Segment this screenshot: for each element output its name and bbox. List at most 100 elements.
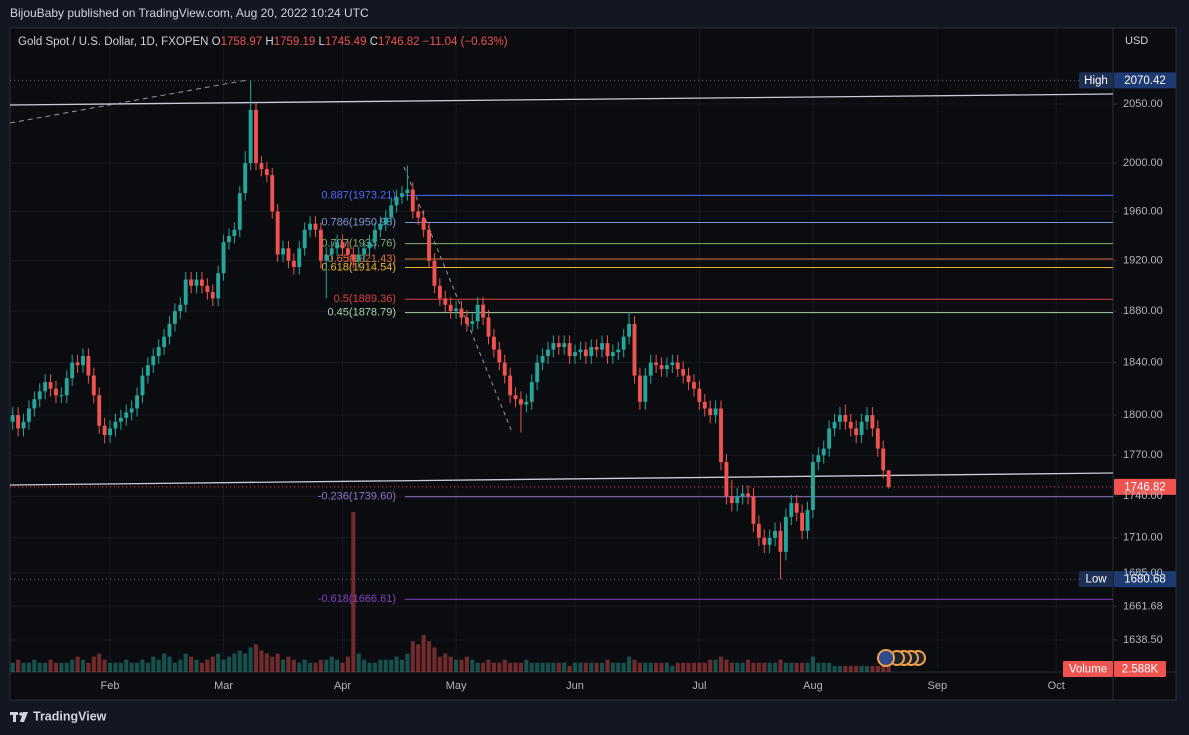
candle-body [589,346,594,357]
volume-bar [583,662,588,672]
volume-bar [162,653,167,672]
candle-body [621,336,626,350]
volume-bar [394,656,399,672]
fib-label: 0.887(1973.21) [321,189,396,201]
candle-body [340,242,345,249]
volume-bar [740,662,745,672]
y-tick-label: 1800.00 [1123,409,1163,421]
candle-body [64,378,69,396]
volume-bar [383,659,388,672]
volume-bar [567,665,572,672]
candle-body [686,375,691,383]
candle-body [865,415,869,422]
volume-bar [421,635,426,672]
volume-bar [562,662,567,672]
candle-body [573,352,577,357]
candle-body [227,235,231,243]
candle-body [789,503,794,517]
candle-body [637,375,642,402]
candle-body [167,323,172,337]
candle-body [675,362,680,370]
candle-body [270,175,275,212]
candle-body [394,196,399,206]
x-tick-label: Sep [927,680,947,692]
volume-bar [145,662,150,672]
volume-bar [767,662,772,672]
volume-bar [64,662,69,672]
volume-bar [718,656,724,672]
volume-pane [10,512,891,672]
y-tick-label: 1638.50 [1123,634,1163,646]
candle-body [762,537,767,545]
volume-bar [627,656,632,672]
volume-bar [848,665,853,672]
candle-body [664,365,669,370]
y-tick-label: 1740.00 [1123,490,1163,502]
volume-bar [21,662,26,672]
volume-label-box [1063,661,1113,677]
volume-bar [124,659,129,672]
volume-bar [253,644,259,672]
candle-body [681,369,686,376]
volume-bar [702,662,707,672]
volume-bar [172,662,177,672]
legend-prefix: O [212,36,221,48]
candle-body [713,408,718,416]
volume-bar [264,653,269,672]
legend: Gold Spot / U.S. Dollar, 1D, FXOPEN O 175… [18,36,508,48]
candle-body [816,455,821,463]
volume-bar [140,659,145,672]
volume-bar [113,662,118,672]
volume-bar [854,665,859,672]
volume-value: 2.588K [1122,664,1159,676]
candle-body [59,395,64,397]
candle-body [91,375,96,396]
trend-line [9,472,1114,486]
candle-body [740,493,745,497]
volume-bar [724,659,729,672]
candle-body [751,496,756,524]
volume-bar [151,656,156,672]
candle-body [194,279,199,286]
fib-label: 0.45(1878.79) [328,307,397,319]
candle-body [172,311,177,324]
candle-body [838,415,842,422]
symbol: Gold Spot / U.S. Dollar, 1D, FXOPEN [18,36,208,48]
volume-bar [362,659,367,672]
candle-body [486,317,491,337]
volume-bar [437,656,442,672]
legend-value: 1759.19 [274,36,316,48]
candle-body [199,279,204,286]
candle-body [600,343,604,350]
candle-body [859,421,864,436]
volume-bar [713,659,718,672]
candle-body [21,421,26,429]
candle-body [497,349,502,363]
candle-body [135,395,140,409]
fib-label: 0.5(1889.36) [334,293,396,305]
last-price: 1746.82 [1124,481,1166,493]
candles [10,80,891,580]
volume-bar [810,656,815,672]
candle-body [832,421,837,429]
candle-body [275,211,280,255]
volume-bar [886,664,891,672]
candle-body [562,343,567,347]
volume-bar [800,662,805,672]
candle-body [535,362,540,383]
candle-body [513,395,518,400]
volume-bar [53,662,59,672]
candle-body [729,496,734,504]
logo-mark [20,712,28,722]
candle-body [746,493,750,497]
chart-frame [9,27,1177,701]
candle-body [313,223,318,230]
grid [10,28,1113,672]
volume-bar [313,662,318,672]
volume-bar [464,656,469,672]
volume-bar [864,665,870,672]
candle-body [32,399,37,409]
x-tick-label: Oct [1048,680,1065,692]
volume-bar [259,650,264,672]
